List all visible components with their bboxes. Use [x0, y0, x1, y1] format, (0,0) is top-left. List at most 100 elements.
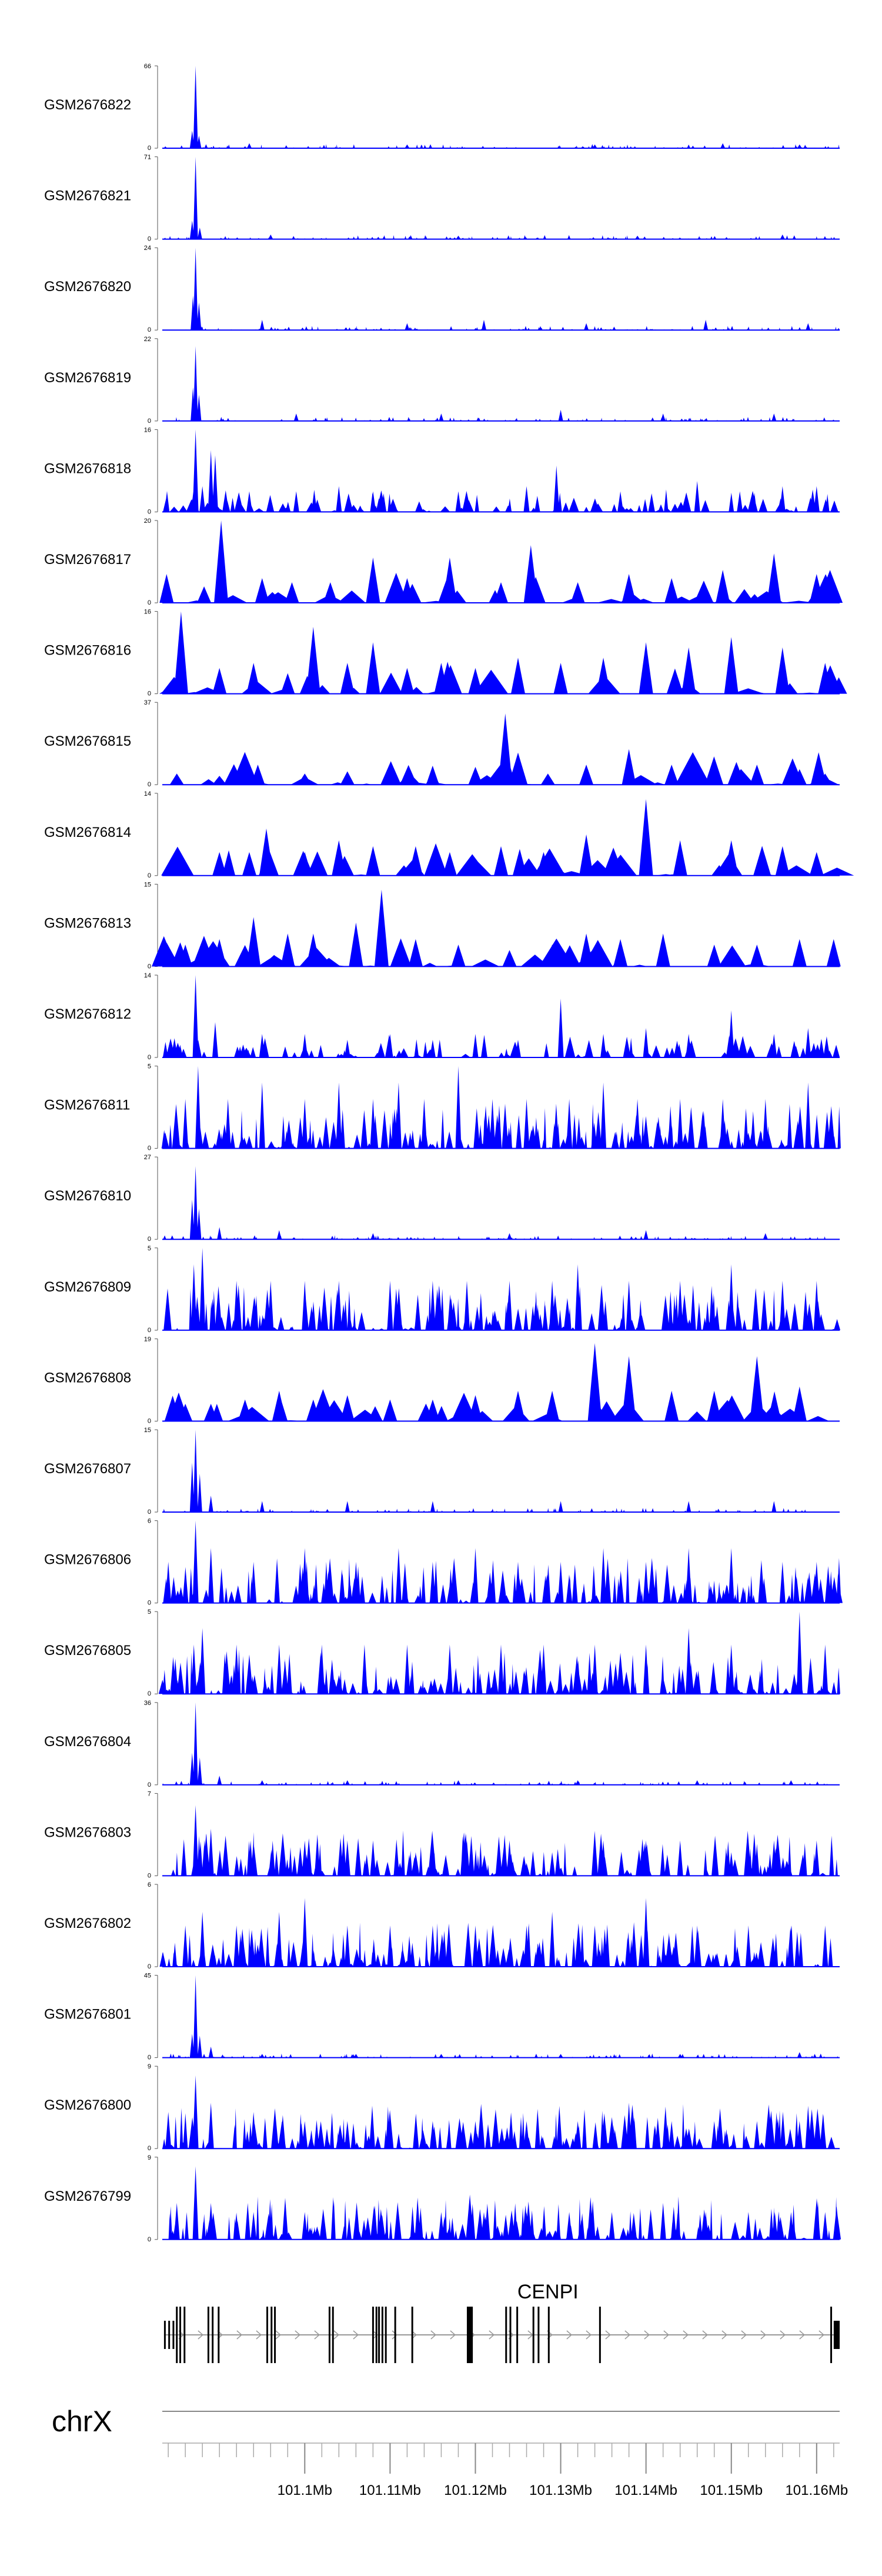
y-max-label: 37 [144, 699, 151, 706]
y-min-label: 0 [148, 2145, 151, 2152]
track-GSM2676817: GSM2676817 20 0 [44, 518, 843, 606]
coverage-area [169, 1975, 838, 2058]
axis-tick-label: 101.12Mb [444, 2482, 507, 2498]
gene-exon [505, 2307, 507, 2363]
track-GSM2676803: GSM2676803 7 0 [44, 1790, 840, 1879]
y-min-label: 0 [148, 326, 151, 333]
track-GSM2676806: GSM2676806 6 0 [44, 1518, 843, 1607]
track-GSM2676802: GSM2676802 6 0 [44, 1881, 840, 1970]
gene-exon [830, 2307, 833, 2363]
y-min-label: 0 [148, 2054, 151, 2061]
y-max-label: 6 [148, 1518, 151, 1525]
track-label: GSM2676813 [44, 915, 131, 931]
strand-arrow [741, 2330, 747, 2340]
y-min-label: 0 [148, 1054, 151, 1061]
y-max-label: 14 [144, 972, 151, 979]
y-min-label: 0 [148, 963, 151, 970]
gene-exon [179, 2307, 182, 2363]
gene-exon [266, 2307, 269, 2363]
strand-arrow [586, 2330, 592, 2340]
coverage-area [162, 1702, 828, 1785]
y-min-label: 0 [148, 1509, 151, 1516]
track-GSM2676820: GSM2676820 24 0 [44, 245, 840, 333]
track-GSM2676811: GSM2676811 5 0 [44, 1063, 841, 1152]
gene-exon [332, 2307, 334, 2363]
y-max-label: 22 [144, 336, 151, 343]
strand-arrow [275, 2330, 282, 2340]
gene-label: CENPI [517, 2281, 579, 2303]
track-label: GSM2676806 [44, 1552, 131, 1568]
y-min-label: 0 [148, 1690, 151, 1697]
track-GSM2676804: GSM2676804 36 0 [44, 1700, 840, 1788]
y-min-label: 0 [148, 1600, 151, 1607]
y-min-label: 0 [148, 1417, 151, 1424]
track-label: GSM2676801 [44, 2007, 131, 2023]
coverage-area [163, 1247, 841, 1330]
gene-exon [183, 2307, 186, 2363]
track-label: GSM2676819 [44, 370, 131, 386]
y-min-label: 0 [148, 690, 151, 698]
track-GSM2676819: GSM2676819 22 0 [44, 336, 840, 425]
y-max-label: 5 [148, 1609, 151, 1616]
y-min-label: 0 [148, 1781, 151, 1788]
coverage-area [163, 429, 838, 512]
track-label: GSM2676820 [44, 279, 131, 295]
y-max-label: 45 [144, 1973, 151, 1980]
y-min-label: 0 [148, 236, 151, 243]
gene-exon [274, 2307, 276, 2363]
coverage-area [162, 975, 840, 1057]
track-GSM2676813: GSM2676813 15 0 [44, 881, 841, 970]
gene-exon [163, 2321, 166, 2349]
strand-arrow [683, 2330, 689, 2340]
track-GSM2676809: GSM2676809 5 0 [44, 1245, 841, 1334]
axis-tick-label: 101.16Mb [785, 2482, 848, 2498]
gene-exon [270, 2307, 273, 2363]
gene-exon [207, 2307, 209, 2363]
track-label: GSM2676812 [44, 1006, 131, 1022]
gene-exon [599, 2307, 601, 2363]
gene-exon [375, 2307, 377, 2363]
strand-arrow [780, 2330, 786, 2340]
y-max-label: 9 [148, 2154, 151, 2161]
gene-exon [328, 2307, 330, 2363]
strand-arrow [702, 2330, 709, 2340]
axis-tick-label: 101.13Mb [529, 2482, 592, 2498]
track-label: GSM2676799 [44, 2188, 131, 2204]
track-label: GSM2676802 [44, 1916, 131, 1931]
coverage-area [159, 1898, 833, 1967]
y-max-label: 9 [148, 2063, 151, 2070]
y-max-label: 66 [144, 63, 151, 70]
track-GSM2676807: GSM2676807 15 0 [44, 1427, 840, 1516]
y-max-label: 71 [144, 154, 151, 161]
y-min-label: 0 [148, 781, 151, 788]
axis-tick-label: 101.15Mb [700, 2482, 763, 2498]
strand-arrow [566, 2330, 573, 2340]
gene-exon [372, 2307, 374, 2363]
coverage-area [160, 2166, 841, 2240]
coverage-area [162, 2075, 836, 2149]
axis-tick-label: 101.14Mb [614, 2482, 677, 2498]
coverage-area [163, 156, 840, 239]
gene-exon [168, 2321, 171, 2349]
track-GSM2676815: GSM2676815 37 0 [44, 699, 840, 788]
strand-arrow [799, 2330, 806, 2340]
y-min-label: 0 [148, 1145, 151, 1152]
strand-arrow [314, 2330, 320, 2340]
coverage-area [163, 66, 840, 148]
coverage-area [152, 889, 841, 967]
track-label: GSM2676800 [44, 2097, 131, 2113]
track-GSM2676810: GSM2676810 27 0 [44, 1154, 841, 1243]
track-GSM2676821: GSM2676821 71 0 [44, 154, 840, 243]
strand-arrow [256, 2330, 262, 2340]
y-max-label: 5 [148, 1245, 151, 1252]
track-GSM2676805: GSM2676805 5 0 [44, 1609, 840, 1697]
strand-arrow [644, 2330, 650, 2340]
coverage-area [163, 1430, 831, 1512]
track-label: GSM2676803 [44, 1824, 131, 1840]
track-GSM2676799: GSM2676799 9 0 [44, 2154, 841, 2243]
strand-arrow [372, 2330, 379, 2340]
chromosome-label: chrX [52, 2405, 112, 2438]
y-min-label: 0 [148, 418, 151, 425]
track-label: GSM2676815 [44, 733, 131, 749]
y-min-label: 0 [148, 1963, 151, 1970]
